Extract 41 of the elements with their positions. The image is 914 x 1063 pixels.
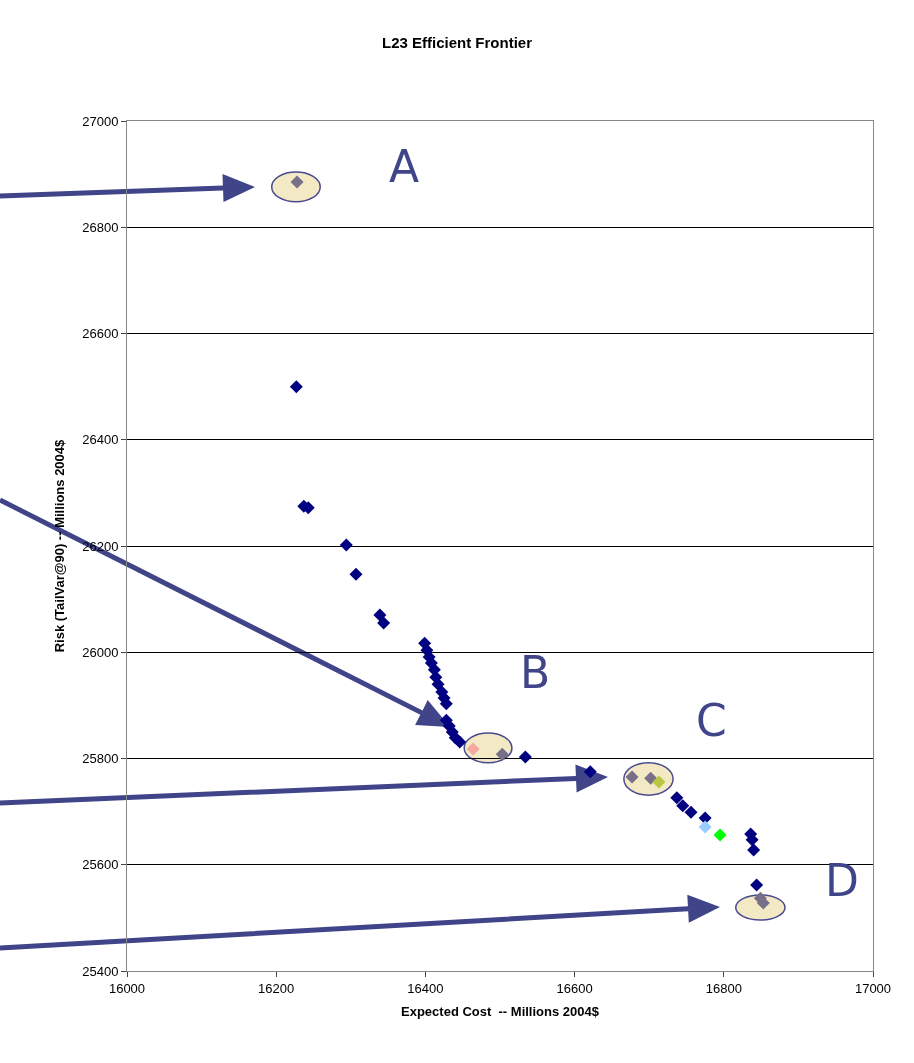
point: [439, 697, 453, 711]
point: [289, 380, 303, 394]
point: [652, 775, 666, 789]
annotation: A: [389, 141, 420, 192]
y-tick-label: 25600: [82, 857, 119, 873]
x-tick-label: 16200: [258, 980, 295, 996]
x-tick-label: 16800: [705, 980, 742, 996]
point: [684, 805, 698, 819]
point: [466, 742, 480, 756]
x-tick-label: 16400: [407, 980, 444, 996]
point: [349, 567, 363, 581]
y-tick-label: 26600: [82, 326, 119, 342]
point: [747, 843, 761, 857]
x-tick-label: 17000: [854, 980, 892, 996]
point: [373, 608, 387, 622]
y-tick-label: 26800: [82, 219, 119, 235]
point: [625, 770, 639, 784]
y-tick-label: 25800: [82, 751, 119, 767]
annotation: D: [825, 855, 859, 906]
point: [698, 820, 712, 834]
x-axis-title: Expected Cost -- Millions 2004$: [401, 1004, 600, 1020]
chart-title: L23 Efficient Frontier: [381, 33, 533, 51]
y-tick-label: 27000: [82, 113, 119, 129]
annotation: B: [520, 647, 551, 698]
point: [583, 765, 597, 779]
x-tick-label: 16600: [556, 980, 593, 996]
point: [518, 750, 532, 764]
point: [670, 791, 684, 805]
point: [713, 828, 727, 842]
y-tick-label: 26400: [82, 432, 119, 448]
point: [495, 747, 509, 761]
y-tick-label: 26000: [82, 644, 119, 660]
point: [377, 616, 391, 630]
y-tick-label: 25400: [82, 963, 119, 979]
point: [676, 799, 690, 813]
point: [750, 878, 764, 892]
annotation: C: [696, 695, 727, 746]
y-axis-title: Risk (TailVar@90) -- Millions 2004$: [52, 438, 68, 653]
point: [339, 538, 353, 552]
point: [453, 735, 467, 749]
x-tick-label: 16000: [108, 980, 146, 996]
